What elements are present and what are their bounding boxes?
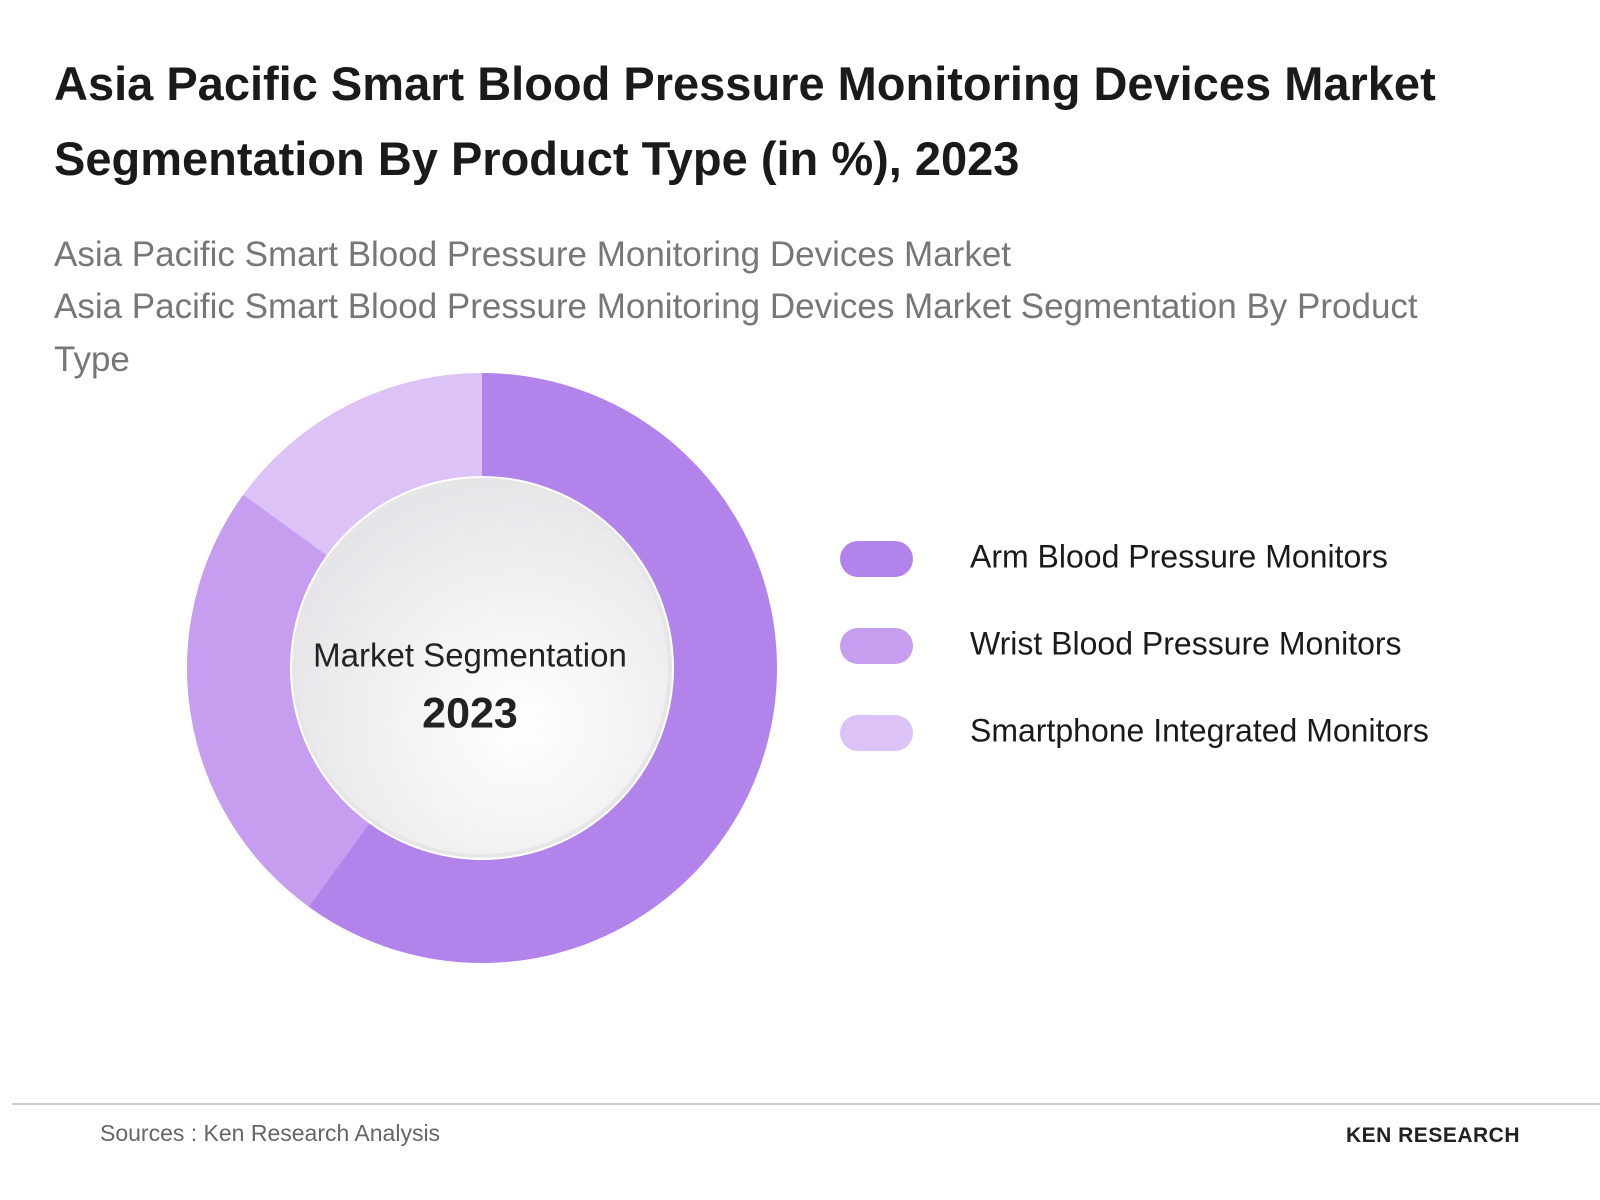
slice bbox=[308, 373, 777, 963]
subtitle: Asia Pacific Smart Blood Pressure Monito… bbox=[54, 235, 1012, 274]
source: Sources : Ken Research Analysis bbox=[100, 1120, 441, 1146]
legend-swatch bbox=[840, 715, 913, 751]
legend-label: Arm Blood Pressure Monitors bbox=[970, 538, 1388, 574]
center-year: 2023 bbox=[422, 689, 518, 737]
logo: KEN RESEARCH bbox=[1345, 1124, 1520, 1147]
chart-title: Asia Pacific Smart Blood Pressure Monito… bbox=[54, 57, 1436, 185]
legend-label: Wrist Blood Pressure Monitors bbox=[970, 625, 1402, 661]
subtitle: Asia Pacific Smart Blood Pressure Monito… bbox=[54, 287, 1418, 379]
center-label: Market Segmentation bbox=[313, 637, 627, 674]
chart: Market Segmentation 2023 Arm Blood Pressur… bbox=[186, 373, 1429, 963]
legend-swatch bbox=[840, 541, 913, 577]
center-disc bbox=[292, 478, 672, 858]
slice bbox=[186, 494, 370, 907]
legend-label: Smartphone Integrated Monitors bbox=[970, 712, 1429, 748]
slice bbox=[243, 373, 482, 556]
legend-swatch bbox=[840, 628, 913, 664]
divider bbox=[12, 1103, 1600, 1105]
